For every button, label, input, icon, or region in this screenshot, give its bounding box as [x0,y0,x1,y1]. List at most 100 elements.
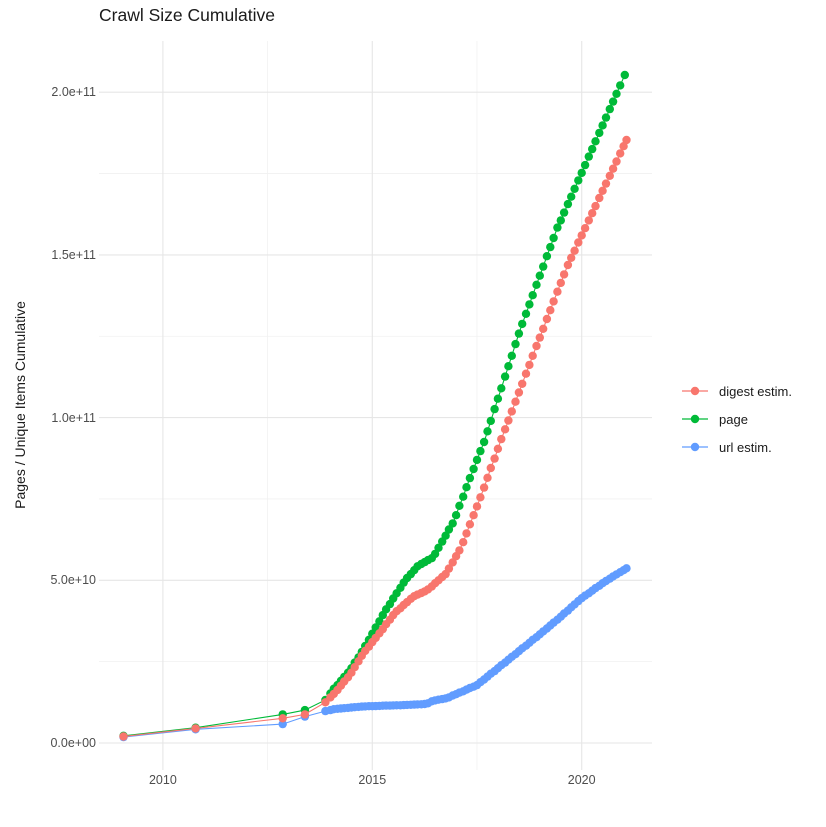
data-point-digest-estim [608,164,618,173]
data-point-digest-estim [591,201,600,211]
data-point-page [595,128,604,138]
data-point-page [556,216,565,225]
chart-title: Crawl Size Cumulative [99,5,276,25]
data-point-digest-estim [444,564,454,573]
data-point-digest-estim [504,416,513,425]
data-point-digest-estim [455,546,464,555]
data-point-page [598,121,607,130]
data-point-page [580,160,590,170]
data-point-digest-estim [479,483,489,492]
data-point-digest-estim [588,209,597,218]
data-point-digest-estim [559,270,569,279]
data-point-page [601,113,611,122]
data-point-digest-estim [300,710,310,719]
data-point-page [430,549,440,559]
data-point-page [504,362,513,371]
data-point-page [518,319,527,329]
y-tick-label: 2.0e+11 [51,85,96,100]
data-point-digest-estim [119,732,128,741]
data-point-page [549,233,558,243]
data-point-page [570,184,579,193]
data-point-digest-estim [539,324,548,333]
data-point-page [612,89,621,99]
y-tick-label: 1.0e+11 [51,410,96,425]
y-tick-label: 1.5e+11 [51,247,96,262]
data-point-digest-estim [622,135,631,145]
data-point-page [459,492,468,501]
data-point-digest-estim [570,246,579,255]
data-point-digest-estim [278,714,287,723]
data-point-page [511,339,520,349]
data-point-digest-estim [574,238,583,247]
data-point-page [577,168,586,178]
data-point-page [441,531,450,540]
legend-key-digest-estim-icon [682,386,708,396]
data-point-digest-estim [490,454,499,463]
data-point-digest-estim [469,511,478,520]
data-point-digest-estim [476,493,485,502]
data-point-digest-estim [459,538,468,547]
data-point-url-estim [622,564,631,573]
data-point-page [490,404,499,414]
data-point-digest-estim [493,444,503,453]
series-url-estim [119,564,631,742]
data-point-page [528,291,537,300]
data-point-page [493,394,503,403]
data-point-page [462,483,471,492]
data-point-digest-estim [535,333,544,342]
data-point-digest-estim [191,724,200,733]
legend-item-digest-estim: digest estim. [682,381,792,401]
y-tick-label: 5.0e+10 [50,573,96,588]
data-point-page [486,416,495,426]
data-point-page [472,455,482,465]
data-point-page [553,223,562,232]
data-point-digest-estim [553,287,562,296]
data-point-page [574,176,583,185]
data-point-page [567,192,576,201]
gridlines [99,41,652,770]
data-point-page [591,137,600,146]
data-point-page [539,262,548,271]
y-tick-label: 0.0e+00 [50,736,96,750]
data-point-page [469,464,478,474]
data-point-digest-estim [542,314,552,324]
data-point-digest-estim [507,407,516,416]
data-point-digest-estim [497,434,506,444]
data-point-digest-estim [601,179,611,188]
legend-item-url-estim: url estim. [682,437,772,457]
data-point-page [479,437,489,447]
data-point-page [455,501,464,510]
data-point-page [465,473,475,483]
data-point-page [616,81,625,90]
series-line-digest-estim [123,139,627,738]
data-point-page [448,519,457,528]
data-point-page [535,271,544,280]
data-point-url-estim [278,719,287,729]
data-point-page [588,144,597,154]
data-point-digest-estim [584,216,593,225]
data-point-page [507,351,516,360]
data-point-digest-estim [528,351,537,360]
data-point-page [584,152,593,161]
data-point-digest-estim [580,224,590,233]
series-digest-estim [119,135,631,741]
data-point-digest-estim [483,473,492,482]
data-point-digest-estim [546,306,555,315]
data-point-digest-estim [521,369,531,378]
x-tick-label: 2020 [567,773,596,787]
legend-label: page [719,411,748,427]
data-point-digest-estim [549,297,558,306]
data-point-digest-estim [556,278,565,288]
data-point-page [563,199,573,209]
y-axis-title: Pages / Unique Items Cumulative [12,301,28,509]
data-point-page [375,617,384,626]
data-point-page [605,104,614,114]
data-point-digest-estim [616,149,625,158]
data-point-digest-estim [518,379,527,388]
data-point-digest-estim [465,520,475,529]
legend-label: digest estim. [719,383,792,399]
data-point-page [532,280,541,289]
data-point-page [500,372,510,381]
